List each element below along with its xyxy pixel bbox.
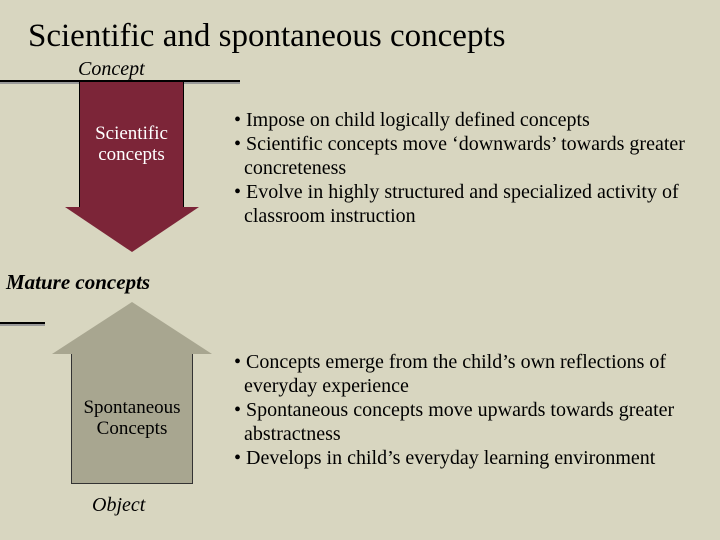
bullet-item: • Spontaneous concepts move upwards towa… <box>232 398 702 446</box>
up-arrow-head <box>52 302 212 354</box>
down-arrow-text-2: concepts <box>98 145 164 166</box>
spontaneous-bullets: • Concepts emerge from the child’s own r… <box>232 350 702 470</box>
bullet-item: • Evolve in highly structured and specia… <box>232 180 702 228</box>
bullet-item: • Scientific concepts move ‘downwards’ t… <box>232 132 702 180</box>
bullet-item: • Develops in child’s everyday learning … <box>232 446 702 470</box>
up-arrow-shaft: Spontaneous Concepts <box>71 354 193 484</box>
spontaneous-arrow-up: Spontaneous Concepts <box>52 302 212 492</box>
slide-title: Scientific and spontaneous concepts <box>0 0 720 55</box>
divider-mid <box>0 322 45 326</box>
down-arrow-shaft: Scientific concepts <box>79 82 184 207</box>
object-label: Object <box>92 494 145 517</box>
bullet-item: • Impose on child logically defined conc… <box>232 108 702 132</box>
concept-label: Concept <box>78 58 145 81</box>
up-arrow-text-2: Concepts <box>97 419 168 440</box>
scientific-bullets: • Impose on child logically defined conc… <box>232 108 702 228</box>
scientific-arrow-down: Scientific concepts <box>64 82 199 252</box>
down-arrow-head <box>65 207 199 252</box>
down-arrow-text-1: Scientific <box>95 124 168 145</box>
up-arrow-text-1: Spontaneous <box>83 398 180 419</box>
mature-concepts-label: Mature concepts <box>6 270 150 295</box>
bullet-item: • Concepts emerge from the child’s own r… <box>232 350 702 398</box>
